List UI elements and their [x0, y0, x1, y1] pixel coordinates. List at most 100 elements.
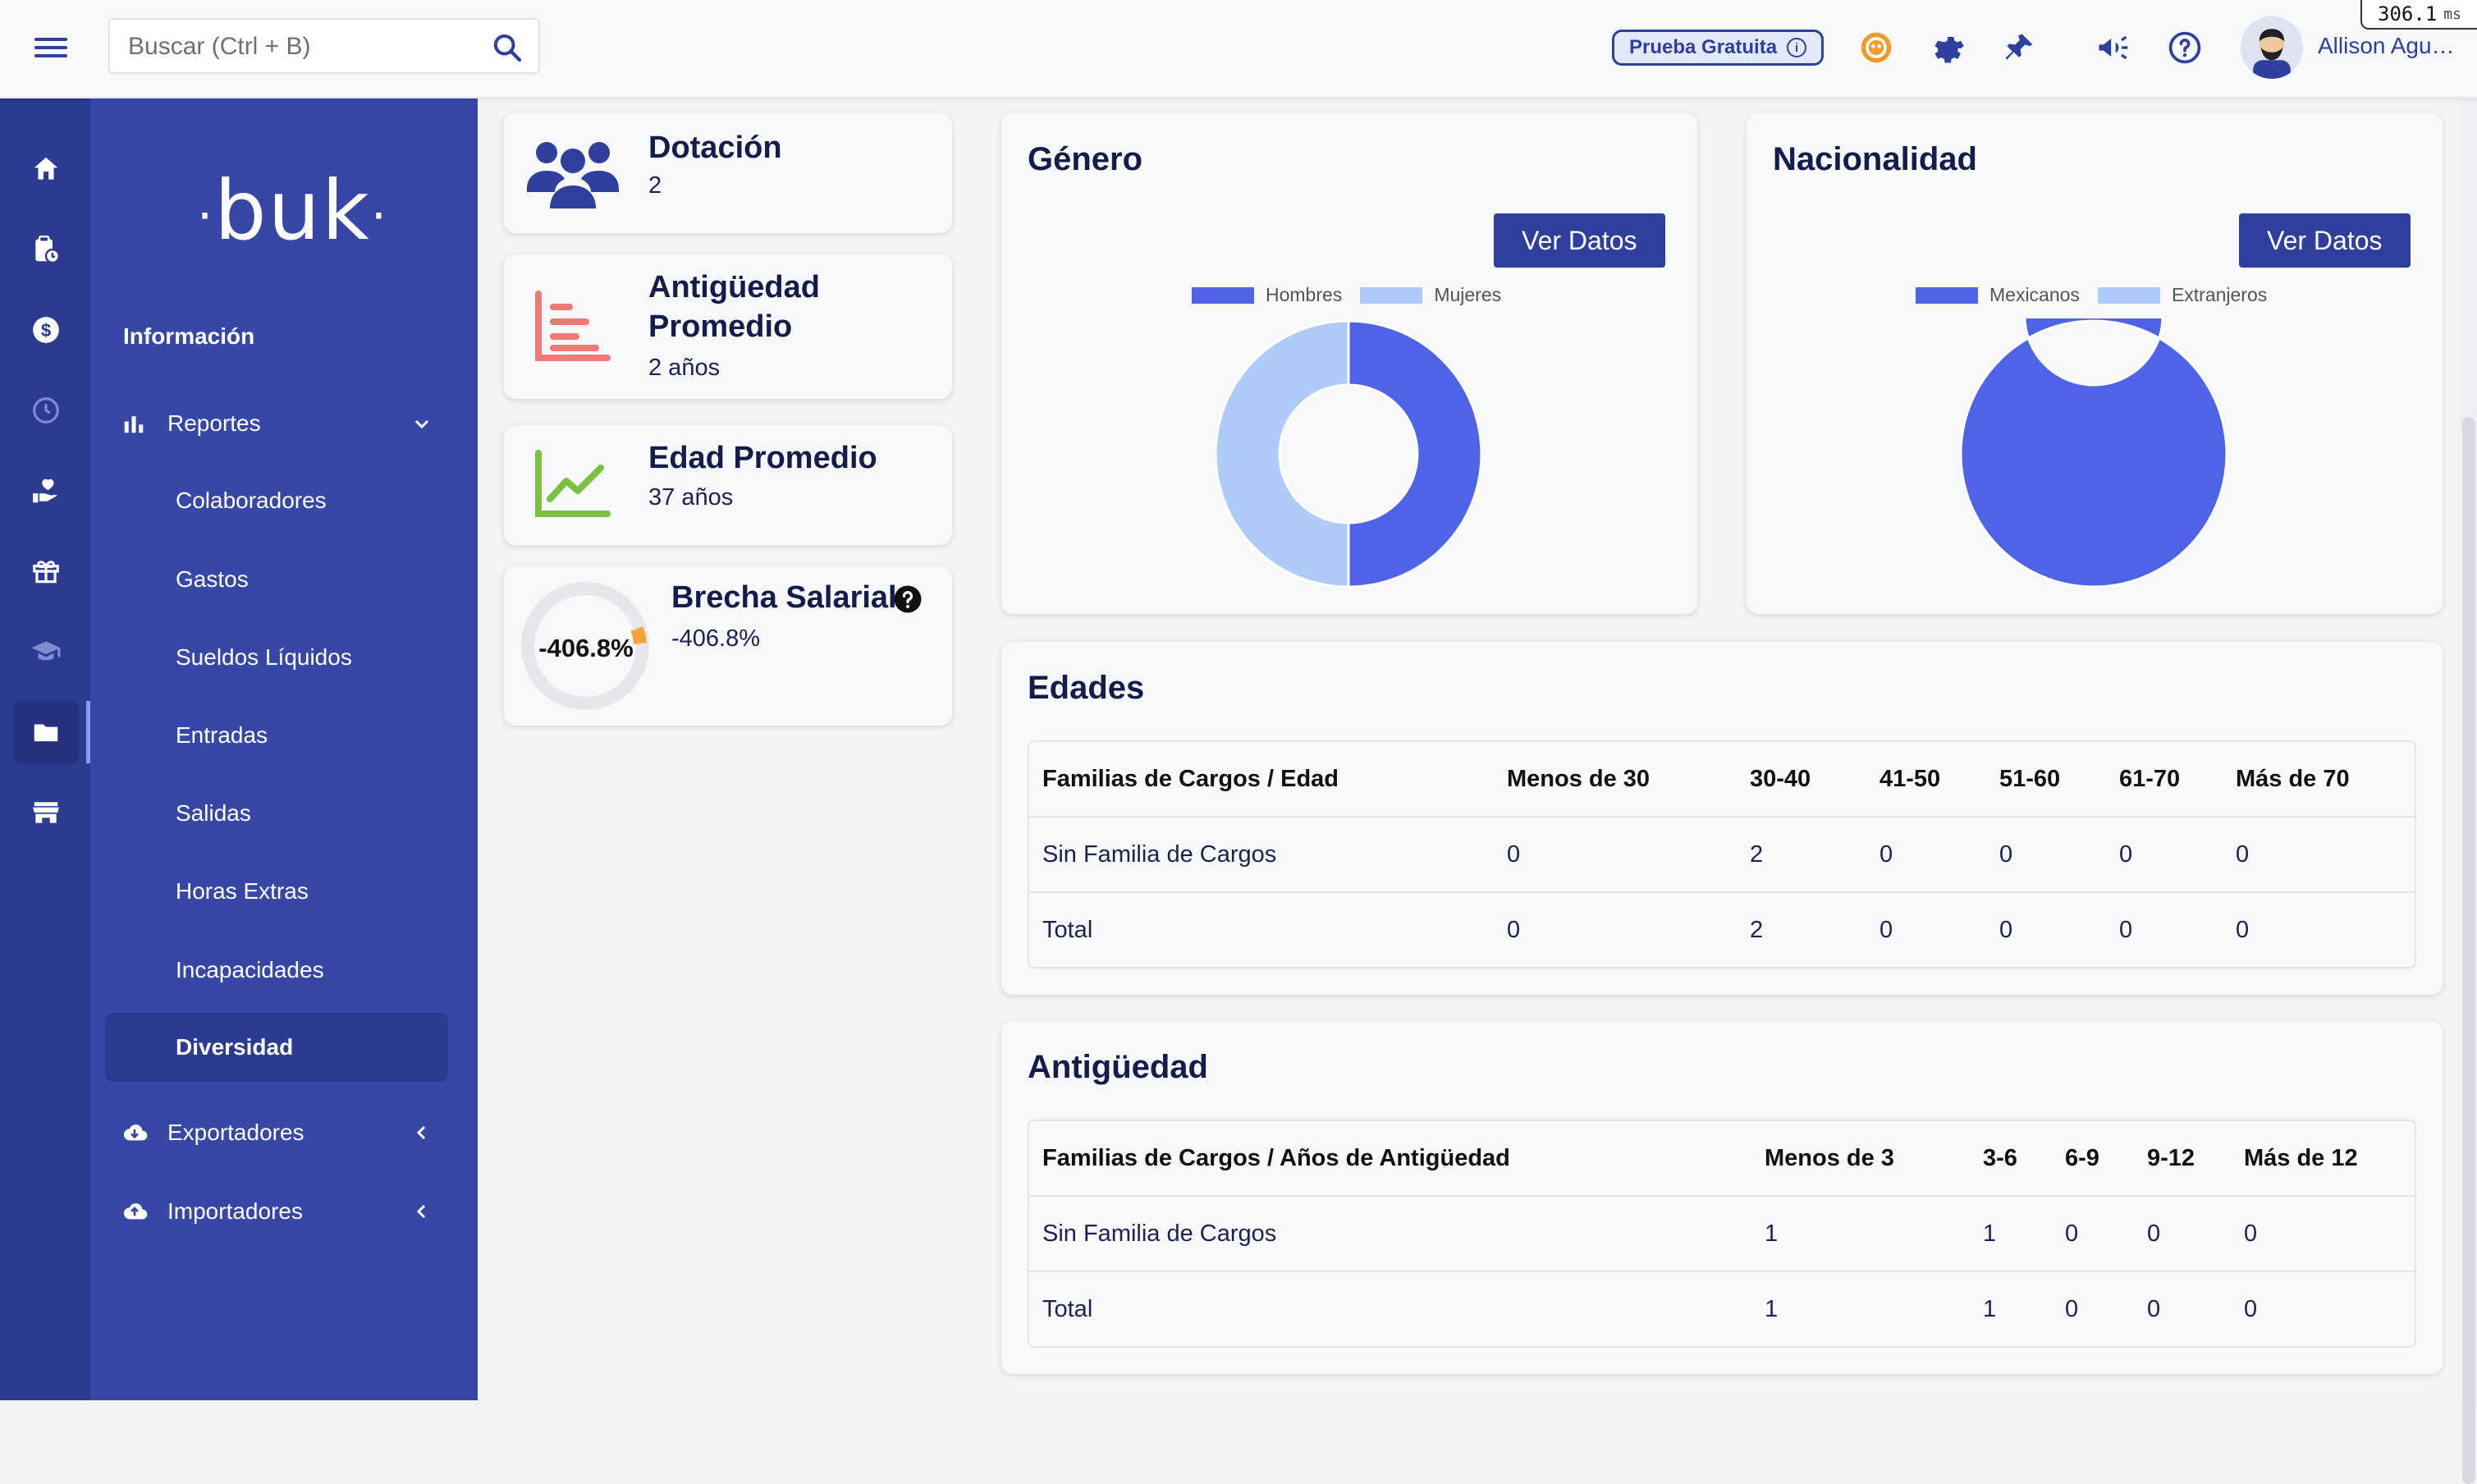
legend-item-hombres[interactable]: Hombres	[1192, 284, 1342, 306]
free-trial-label: Prueba Gratuita	[1629, 36, 1778, 58]
sidebar-item-colaboradores[interactable]: Colaboradores	[176, 488, 327, 513]
kpi-antiguedad-title: Antigüedad Promedio	[648, 268, 820, 346]
edades-table: Familias de Cargos / Edad Menos de 30 30-4…	[1028, 740, 2416, 969]
folder-icon[interactable]	[13, 701, 90, 763]
chevron-down-icon	[414, 419, 429, 429]
antiguedad-panel: Antigüedad Familias de Cargos / Años de …	[1001, 1021, 2443, 1374]
bar-list-chart-icon	[535, 291, 611, 361]
nacionalidad-legend: Mexicanos Extranjeros	[1916, 284, 2285, 306]
kpi-edad-value: 37 años	[648, 484, 734, 511]
kpi-antiguedad-title-line2: Promedio	[648, 309, 793, 344]
genero-panel: Género Ver Datos Hombres Mujeres	[1001, 113, 1697, 614]
graduation-cap-icon[interactable]	[13, 621, 79, 683]
genero-ver-datos-button[interactable]: Ver Datos	[1494, 213, 1665, 268]
avatar[interactable]	[2241, 16, 2303, 79]
nav-exportadores-label: Exportadores	[167, 1120, 304, 1145]
chevron-left-icon	[416, 1204, 426, 1219]
icon-rail: $	[0, 97, 90, 1400]
sidebar-item-entradas[interactable]: Entradas	[176, 722, 268, 748]
info-icon: i	[1787, 38, 1807, 57]
page-scrollbar[interactable]	[2459, 97, 2477, 1484]
perf-unit: ms	[2443, 5, 2461, 23]
antiguedad-header-row: Familias de Cargos / Años de Antigüedad M…	[1029, 1121, 2415, 1197]
kpi-edad-title: Edad Promedio	[648, 441, 877, 475]
svg-text:$: $	[41, 320, 52, 341]
help-icon[interactable]	[2167, 30, 2203, 66]
kpi-brecha-title: Brecha Salarial	[671, 580, 897, 615]
orange-bot-icon[interactable]	[1858, 30, 1894, 66]
edades-header-row: Familias de Cargos / Edad Menos de 30 30-4…	[1029, 742, 2415, 818]
kpi-antiguedad-title-line1: Antigüedad	[648, 270, 820, 305]
donut-slice-mujeres[interactable]	[1214, 319, 1350, 589]
gift-icon[interactable]	[13, 540, 79, 602]
nacionalidad-ver-datos-button[interactable]: Ver Datos	[2239, 213, 2411, 268]
sidebar-item-salidas[interactable]: Salidas	[176, 800, 251, 826]
question-circle-icon[interactable]	[893, 584, 923, 614]
hamburger-menu-icon[interactable]	[34, 33, 67, 62]
search-icon[interactable]	[491, 31, 524, 64]
dollar-icon[interactable]: $	[13, 299, 79, 361]
perf-value: 306.1	[2378, 2, 2438, 25]
nacionalidad-title: Nacionalidad	[1773, 141, 1977, 177]
pin-icon[interactable]	[2001, 30, 2037, 66]
hand-heart-icon[interactable]	[13, 460, 79, 522]
gear-icon[interactable]	[1930, 30, 1966, 66]
genero-donut-chart	[1214, 319, 1483, 589]
megaphone-icon[interactable]	[2095, 30, 2131, 66]
scrollbar-thumb[interactable]	[2462, 417, 2475, 1484]
edades-title: Edades	[1028, 670, 1145, 706]
chevron-left-icon	[416, 1125, 426, 1140]
sidebar-item-diversidad[interactable]: Diversidad	[105, 1013, 448, 1082]
nav-importadores-label: Importadores	[167, 1198, 303, 1224]
clock-icon[interactable]	[13, 379, 79, 442]
sidebar-item-incapacidades[interactable]: Incapacidades	[176, 957, 324, 982]
search-input[interactable]	[126, 28, 458, 66]
sidebar: ·buk· Información Reportes Colaboradores…	[90, 97, 478, 1400]
salary-gap-gauge	[521, 582, 649, 710]
nacionalidad-panel: Nacionalidad Ver Datos Mexicanos Extranj…	[1747, 113, 2443, 614]
top-bar: Prueba Gratuita i Allison Agu… 306.1	[0, 0, 2477, 98]
kpi-dotacion-title: Dotación	[648, 131, 782, 165]
kpi-card-antiguedad: Antigüedad Promedio 2 años	[504, 254, 952, 399]
sidebar-item-sueldos-liquidos[interactable]: Sueldos Líquidos	[176, 644, 352, 670]
donut-slice-hombres[interactable]	[1347, 319, 1483, 589]
nav-reportes-label: Reportes	[167, 410, 261, 436]
genero-legend: Hombres Mujeres	[1192, 284, 1519, 306]
bar-chart-icon	[124, 416, 144, 433]
search-box[interactable]	[108, 18, 540, 74]
sidebar-item-horas-extras[interactable]: Horas Extras	[176, 878, 309, 904]
sidebar-item-gastos[interactable]: Gastos	[176, 566, 249, 592]
antiguedad-title: Antigüedad	[1028, 1049, 1208, 1085]
clipboard-clock-icon[interactable]	[13, 218, 79, 281]
free-trial-badge[interactable]: Prueba Gratuita i	[1612, 30, 1825, 66]
legend-item-mexicanos[interactable]: Mexicanos	[1916, 284, 2080, 306]
section-title: Información	[123, 323, 255, 349]
kpi-card-brecha: -406.8% Brecha Salarial -406.8%	[504, 566, 952, 726]
store-icon[interactable]	[13, 781, 79, 844]
home-icon[interactable]	[13, 138, 79, 200]
cloud-download-icon	[123, 1124, 148, 1141]
buk-logo[interactable]: ·buk·	[197, 163, 388, 259]
line-chart-icon	[535, 450, 611, 517]
kpi-dotacion-value: 2	[648, 172, 662, 199]
legend-item-extranjeros[interactable]: Extranjeros	[2097, 284, 2267, 306]
donut-slice-mexicanos[interactable]	[1959, 318, 2228, 589]
user-name[interactable]: Allison Agu…	[2318, 33, 2455, 58]
logo-text: buk	[214, 163, 371, 259]
genero-title: Género	[1028, 141, 1143, 177]
nav-exportadores[interactable]: Exportadores	[105, 1098, 448, 1167]
nav-importadores[interactable]: Importadores	[105, 1177, 448, 1246]
antiguedad-table: Familias de Cargos / Años de Antigüedad M…	[1028, 1120, 2416, 1348]
legend-item-mujeres[interactable]: Mujeres	[1360, 284, 1501, 306]
nav-reportes[interactable]: Reportes	[105, 389, 448, 458]
users-icon	[527, 142, 619, 208]
kpi-brecha-value: -406.8%	[671, 625, 761, 652]
kpi-card-edad: Edad Promedio 37 años	[504, 425, 952, 545]
nacionalidad-donut-chart	[1959, 318, 2228, 589]
perf-readout: 306.1 ms	[2360, 0, 2477, 30]
kpi-card-dotacion: Dotación 2	[504, 113, 952, 233]
cloud-upload-icon	[123, 1203, 148, 1220]
